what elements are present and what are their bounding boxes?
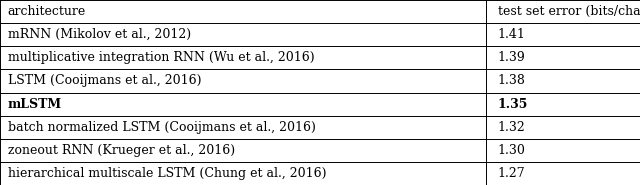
Text: batch normalized LSTM (Cooijmans et al., 2016): batch normalized LSTM (Cooijmans et al.,…: [8, 121, 316, 134]
Text: 1.27: 1.27: [498, 167, 525, 180]
Text: 1.32: 1.32: [498, 121, 525, 134]
Text: 1.30: 1.30: [498, 144, 526, 157]
Text: 1.35: 1.35: [498, 97, 528, 111]
Text: LSTM (Cooijmans et al., 2016): LSTM (Cooijmans et al., 2016): [8, 74, 201, 88]
Text: 1.39: 1.39: [498, 51, 525, 64]
Text: 1.41: 1.41: [498, 28, 526, 41]
Text: 1.38: 1.38: [498, 74, 526, 88]
Text: zoneout RNN (Krueger et al., 2016): zoneout RNN (Krueger et al., 2016): [8, 144, 235, 157]
Text: mLSTM: mLSTM: [8, 97, 62, 111]
Text: architecture: architecture: [8, 5, 86, 18]
Text: hierarchical multiscale LSTM (Chung et al., 2016): hierarchical multiscale LSTM (Chung et a…: [8, 167, 326, 180]
Text: mRNN (Mikolov et al., 2012): mRNN (Mikolov et al., 2012): [8, 28, 191, 41]
Text: multiplicative integration RNN (Wu et al., 2016): multiplicative integration RNN (Wu et al…: [8, 51, 314, 64]
Text: test set error (bits/char): test set error (bits/char): [498, 5, 640, 18]
